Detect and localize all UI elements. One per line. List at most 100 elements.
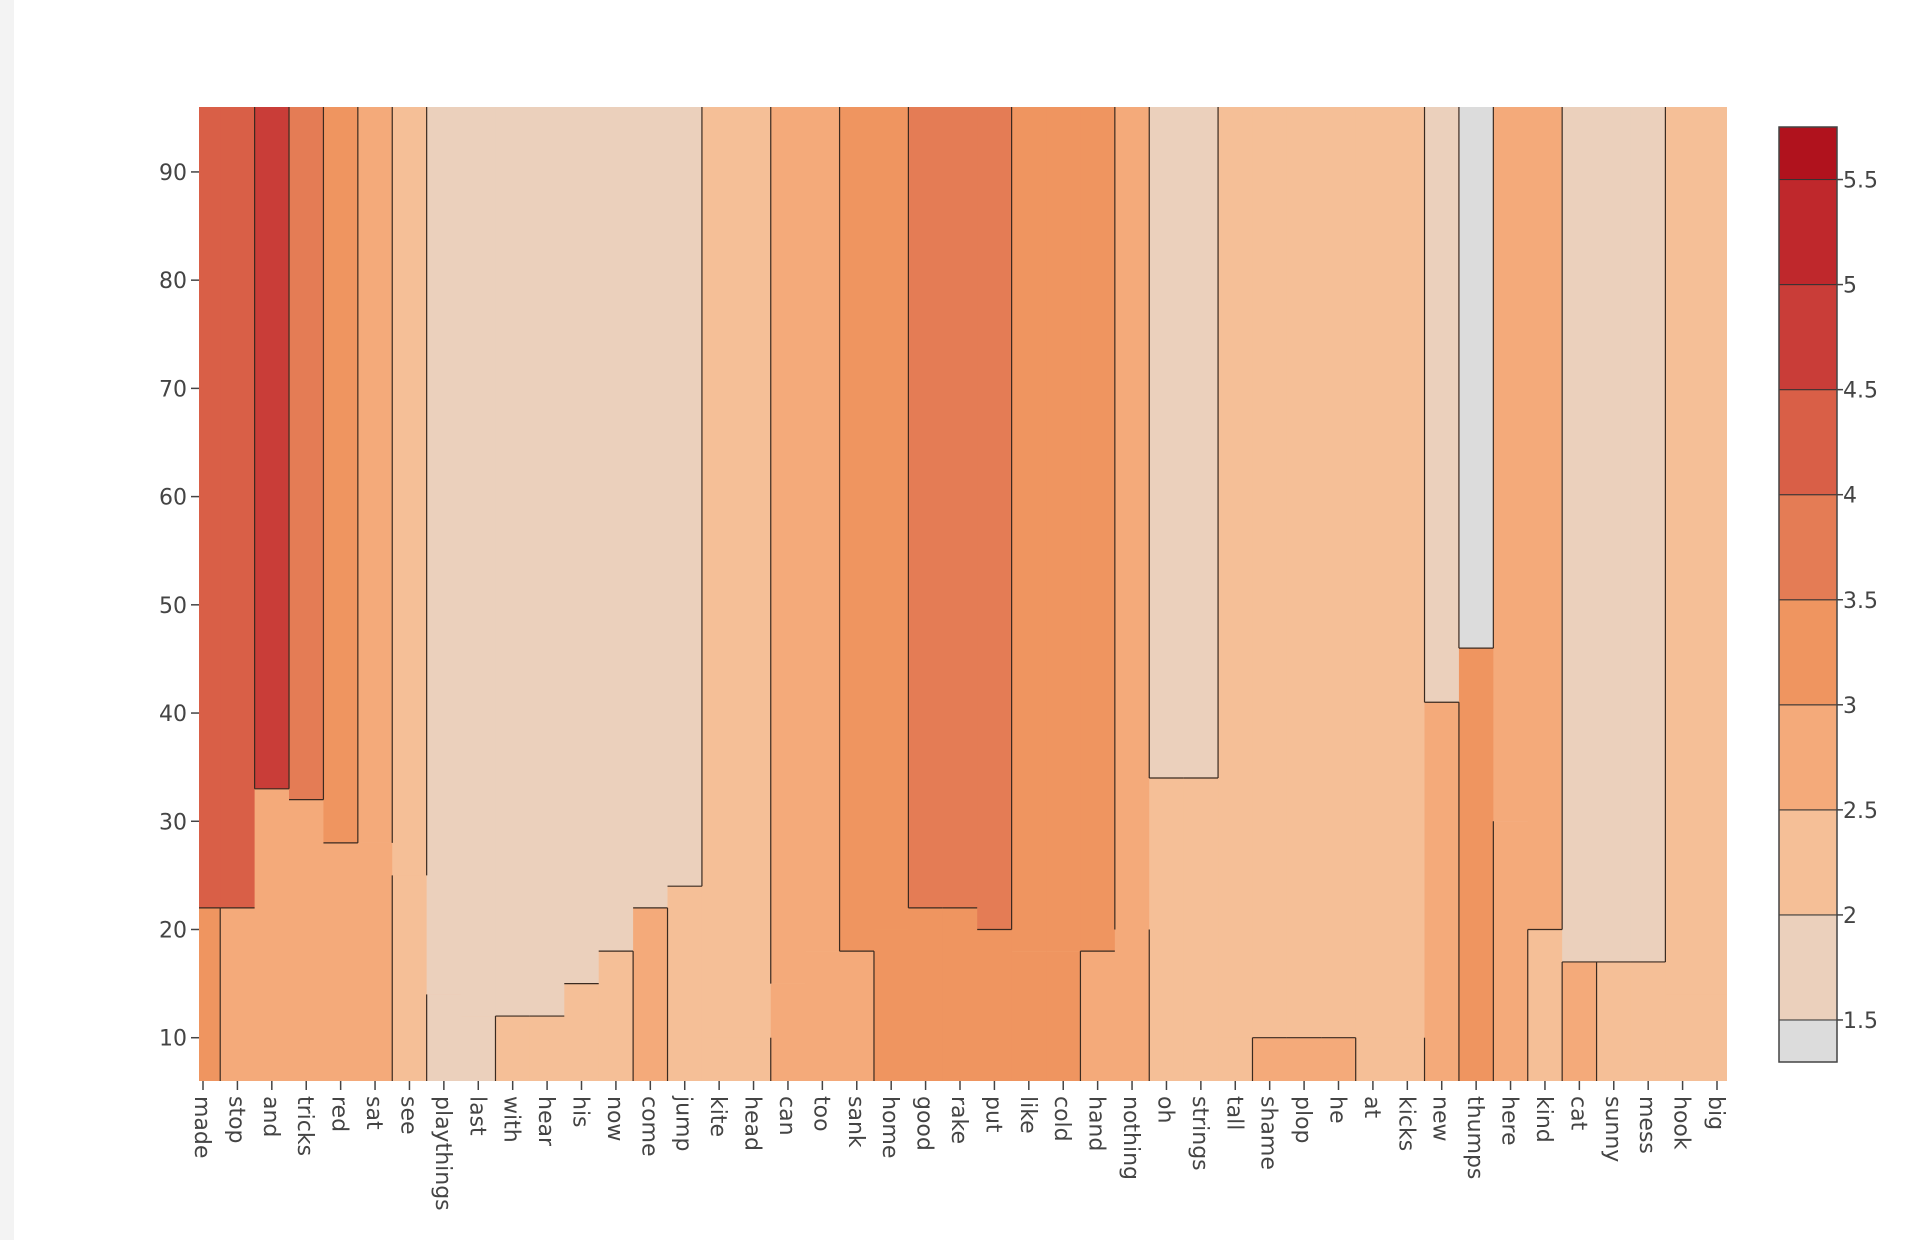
y-tick-label: 30 xyxy=(159,810,187,835)
x-tick-label: last xyxy=(464,1096,489,1136)
contour-band-lower-cold xyxy=(1046,951,1082,1081)
contour-band-lower-kite xyxy=(701,1037,737,1081)
contour-band-upper-made xyxy=(199,107,221,908)
x-tick-label: kicks xyxy=(1393,1096,1418,1151)
contour-band-lower-tricks xyxy=(289,799,325,1081)
x-tick-label: like xyxy=(1015,1096,1040,1134)
colorbar-tick-label: 4.5 xyxy=(1843,379,1878,404)
x-tick-label: home xyxy=(877,1096,902,1158)
contour-band-lower-tall xyxy=(1218,1037,1254,1081)
contour-band-upper-head xyxy=(736,107,772,1038)
contour-band-upper-now xyxy=(598,107,634,952)
contour-band-lower-oh xyxy=(1149,777,1185,1081)
contour-band-lower-thumps xyxy=(1458,648,1494,1081)
contour-band-upper-mess xyxy=(1630,107,1666,962)
x-tick-label: good xyxy=(912,1096,937,1151)
contour-band-lower-good xyxy=(908,907,944,1081)
x-tick-label: strings xyxy=(1187,1096,1212,1171)
contour-band-upper-come xyxy=(633,107,669,908)
contour-band-upper-jump xyxy=(667,107,703,887)
contour-band-upper-home xyxy=(873,107,909,930)
contour-band-upper-cat xyxy=(1562,107,1598,962)
contour-band-lower-hand xyxy=(1080,951,1116,1081)
colorbar-frame xyxy=(1778,126,1838,1063)
x-tick-label: red xyxy=(327,1096,352,1132)
contour-band-lower-see xyxy=(392,875,428,1081)
colorbar-tick-label: 5.5 xyxy=(1843,169,1878,194)
contour-band-lower-hear xyxy=(529,1016,565,1081)
colorbar-band xyxy=(1778,494,1838,601)
contour-band-lower-mess xyxy=(1630,961,1666,1081)
contour-band-lower-playthings xyxy=(426,994,462,1081)
contour-band-upper-he xyxy=(1321,107,1357,1038)
y-tick-label: 80 xyxy=(159,269,187,294)
x-tick-label: sat xyxy=(361,1096,386,1130)
contour-band-upper-shame xyxy=(1252,107,1288,1038)
contour-band-lower-with xyxy=(495,1016,531,1081)
contour-band-upper-sat xyxy=(357,107,393,843)
y-tick-label: 50 xyxy=(159,594,187,619)
x-tick-label: sank xyxy=(843,1096,868,1148)
x-tick-label: and xyxy=(258,1096,283,1137)
contour-band-upper-red xyxy=(323,107,359,843)
colorbar-band xyxy=(1778,179,1838,286)
x-tick-label: cat xyxy=(1565,1096,1590,1131)
contour-band-lower-at xyxy=(1355,1037,1391,1081)
contour-band-upper-tricks xyxy=(289,107,325,800)
contour-band-upper-kicks xyxy=(1390,107,1426,1038)
x-tick-label: can xyxy=(774,1096,799,1136)
colorbar-band xyxy=(1778,126,1838,181)
contour-band-upper-kind xyxy=(1527,107,1563,930)
contour-band-upper-hook xyxy=(1665,107,1701,995)
contour-band-lower-now xyxy=(598,951,634,1081)
x-tick-label: kite xyxy=(705,1096,730,1137)
x-tick-label: tricks xyxy=(292,1096,317,1156)
x-tick-label: his xyxy=(568,1096,593,1128)
contour-band-lower-new xyxy=(1424,702,1460,1081)
contour-band-upper-playthings xyxy=(426,107,462,995)
contour-band-upper-sunny xyxy=(1596,107,1632,962)
contour-band-upper-cold xyxy=(1046,107,1082,952)
x-tick-label: new xyxy=(1428,1096,1453,1141)
contour-band-upper-at xyxy=(1355,107,1391,1038)
x-tick-label: now xyxy=(602,1096,627,1141)
contour-band-upper-big xyxy=(1699,107,1727,995)
contour-band-lower-kind xyxy=(1527,929,1563,1081)
contour-band-lower-plop xyxy=(1286,1037,1322,1081)
contour-band-upper-good xyxy=(908,107,944,908)
x-tick-label: jump xyxy=(671,1095,696,1151)
x-tick-label: nothing xyxy=(1118,1096,1143,1180)
contour-band-upper-and xyxy=(254,107,290,789)
colorbar-tick-label: 2.5 xyxy=(1843,799,1878,824)
colorbar-tick-label: 2 xyxy=(1843,904,1857,929)
contour-band-upper-thumps xyxy=(1458,107,1494,649)
contour-band-lower-hook xyxy=(1665,994,1701,1081)
x-tick-label: see xyxy=(395,1096,420,1135)
x-tick-label: playthings xyxy=(430,1096,455,1211)
x-tick-label: rake xyxy=(946,1096,971,1144)
colorbar-tick-label: 3 xyxy=(1843,694,1857,719)
contour-band-upper-oh xyxy=(1149,107,1185,778)
contour-band-lower-too xyxy=(805,951,841,1081)
y-tick-label: 60 xyxy=(159,486,187,511)
contour-band-upper-kite xyxy=(701,107,737,1038)
x-tick-label: with xyxy=(499,1096,524,1143)
contour-band-upper-here xyxy=(1493,107,1529,822)
contour-band-lower-made xyxy=(199,907,221,1081)
x-tick-label: mess xyxy=(1634,1096,1659,1154)
contour-band-upper-his xyxy=(564,107,600,984)
left-margin-strip xyxy=(0,0,14,1240)
contour-band-upper-strings xyxy=(1183,107,1219,778)
contour-band-lower-last xyxy=(461,1016,497,1081)
contour-band-lower-and xyxy=(254,788,290,1081)
contour-band-lower-he xyxy=(1321,1037,1357,1081)
colorbar-band xyxy=(1778,599,1838,706)
y-tick-label: 20 xyxy=(159,918,187,943)
contour-band-upper-sank xyxy=(839,107,875,952)
contour-band-upper-too xyxy=(805,107,841,952)
x-tick-label: kind xyxy=(1531,1096,1556,1143)
x-tick-label: oh xyxy=(1152,1096,1177,1123)
contour-band-upper-plop xyxy=(1286,107,1322,1038)
contour-band-lower-here xyxy=(1493,821,1529,1081)
